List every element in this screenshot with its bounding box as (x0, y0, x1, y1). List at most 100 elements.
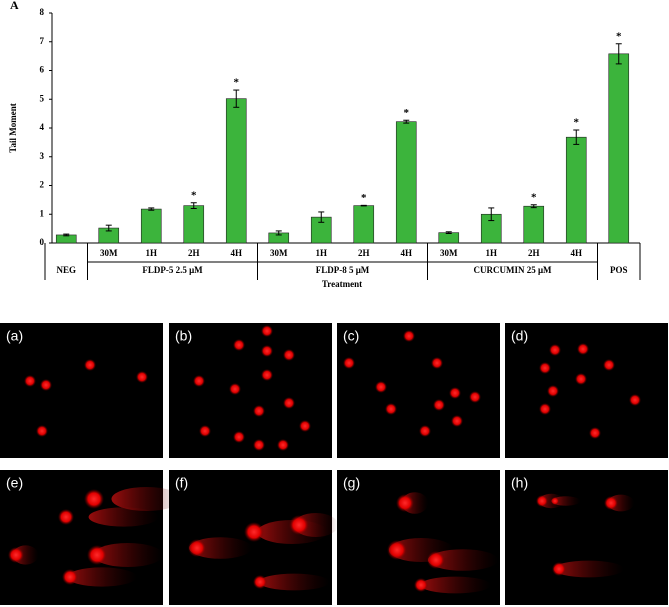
group-label: FLDP-8 5 μM (316, 265, 370, 275)
y-tick-label: 4 (40, 122, 45, 132)
cell (261, 345, 273, 357)
bar (438, 232, 460, 244)
bar (140, 208, 162, 244)
y-tick-label: 1 (40, 208, 45, 218)
cell (419, 425, 431, 437)
comet-head (551, 497, 559, 505)
x-tick-label: 2H (358, 248, 370, 258)
comet-head (58, 509, 74, 525)
cell (539, 362, 551, 374)
comet-tail (92, 543, 163, 567)
micrograph (337, 323, 500, 458)
comet-tail (66, 567, 137, 587)
cell (40, 379, 52, 391)
x-tick-label: 1H (485, 248, 497, 258)
comet-tail (551, 496, 581, 506)
y-tick-label: 2 (40, 180, 45, 190)
y-tick-label: 6 (40, 65, 45, 75)
comet-head (536, 495, 548, 507)
comet-tail (111, 487, 182, 511)
comet-tail (420, 576, 491, 594)
significance-mark: * (361, 192, 367, 204)
cell (136, 371, 148, 383)
comet-tail (88, 507, 159, 527)
cell (299, 420, 311, 432)
cell (277, 439, 289, 451)
cell (253, 439, 265, 451)
significance-mark: * (616, 30, 622, 42)
cell (577, 343, 589, 355)
x-tick-label: 4H (230, 248, 242, 258)
comet-tail (259, 573, 330, 591)
cell (385, 403, 397, 415)
panel-label: (e) (6, 475, 23, 491)
cell (84, 359, 96, 371)
x-tick-label: 30M (440, 248, 458, 258)
cell (193, 375, 205, 387)
cell (253, 405, 265, 417)
bar (565, 136, 587, 244)
cell (261, 369, 273, 381)
cell (547, 385, 559, 397)
panel-label: (h) (511, 475, 528, 491)
y-tick-label: 7 (40, 36, 45, 46)
bar (353, 205, 375, 244)
comet-head (244, 522, 264, 542)
cell (589, 427, 601, 439)
bar (183, 205, 205, 244)
cell (233, 431, 245, 443)
panel-label: (d) (511, 328, 528, 344)
bar (395, 121, 417, 244)
comet-tail (189, 537, 252, 559)
cell (375, 381, 387, 393)
significance-mark: * (574, 117, 580, 129)
cell (343, 357, 355, 369)
comet-head (84, 489, 104, 509)
micrograph (505, 470, 668, 605)
comet-head (8, 547, 24, 563)
panel-label: (f) (175, 475, 188, 491)
comet-head (387, 540, 407, 560)
cell (229, 383, 241, 395)
x-tick-label: 4H (400, 248, 412, 258)
x-tick-label: 1H (145, 248, 157, 258)
comet-head (552, 562, 566, 576)
comet-head (253, 575, 267, 589)
comet-head (289, 515, 309, 535)
significance-mark: * (234, 77, 240, 89)
significance-mark: * (531, 191, 537, 203)
y-tick-label: 0 (40, 237, 45, 247)
cell (36, 425, 48, 437)
cell (575, 373, 587, 385)
comet-tail (553, 560, 624, 578)
comet-head (87, 545, 107, 565)
micrograph (169, 323, 332, 458)
cell (199, 425, 211, 437)
y-tick-label: 5 (40, 93, 45, 103)
cell (24, 375, 36, 387)
cell (283, 349, 295, 361)
cell (403, 330, 415, 342)
significance-mark: * (404, 107, 410, 119)
cell (283, 397, 295, 409)
y-axis-title: Tail Moment (8, 103, 18, 152)
panel-label: (b) (175, 328, 192, 344)
cell (233, 339, 245, 351)
comet-head (188, 539, 206, 557)
y-tick-label: 8 (40, 7, 45, 17)
panel-label: (a) (6, 328, 23, 344)
panel-label: (c) (343, 328, 359, 344)
y-tick-label: 3 (40, 151, 45, 161)
x-tick-label: 30M (270, 248, 288, 258)
cell (539, 403, 551, 415)
group-label: CURCUMIN 25 μM (473, 265, 552, 275)
group-label: FLDP-5 2.5 μM (142, 265, 203, 275)
cell (469, 391, 481, 403)
micrograph (505, 323, 668, 458)
cell (603, 359, 615, 371)
significance-mark: * (191, 189, 197, 201)
x-tick-label: 1H (315, 248, 327, 258)
micrograph (0, 323, 163, 458)
cell (451, 415, 463, 427)
